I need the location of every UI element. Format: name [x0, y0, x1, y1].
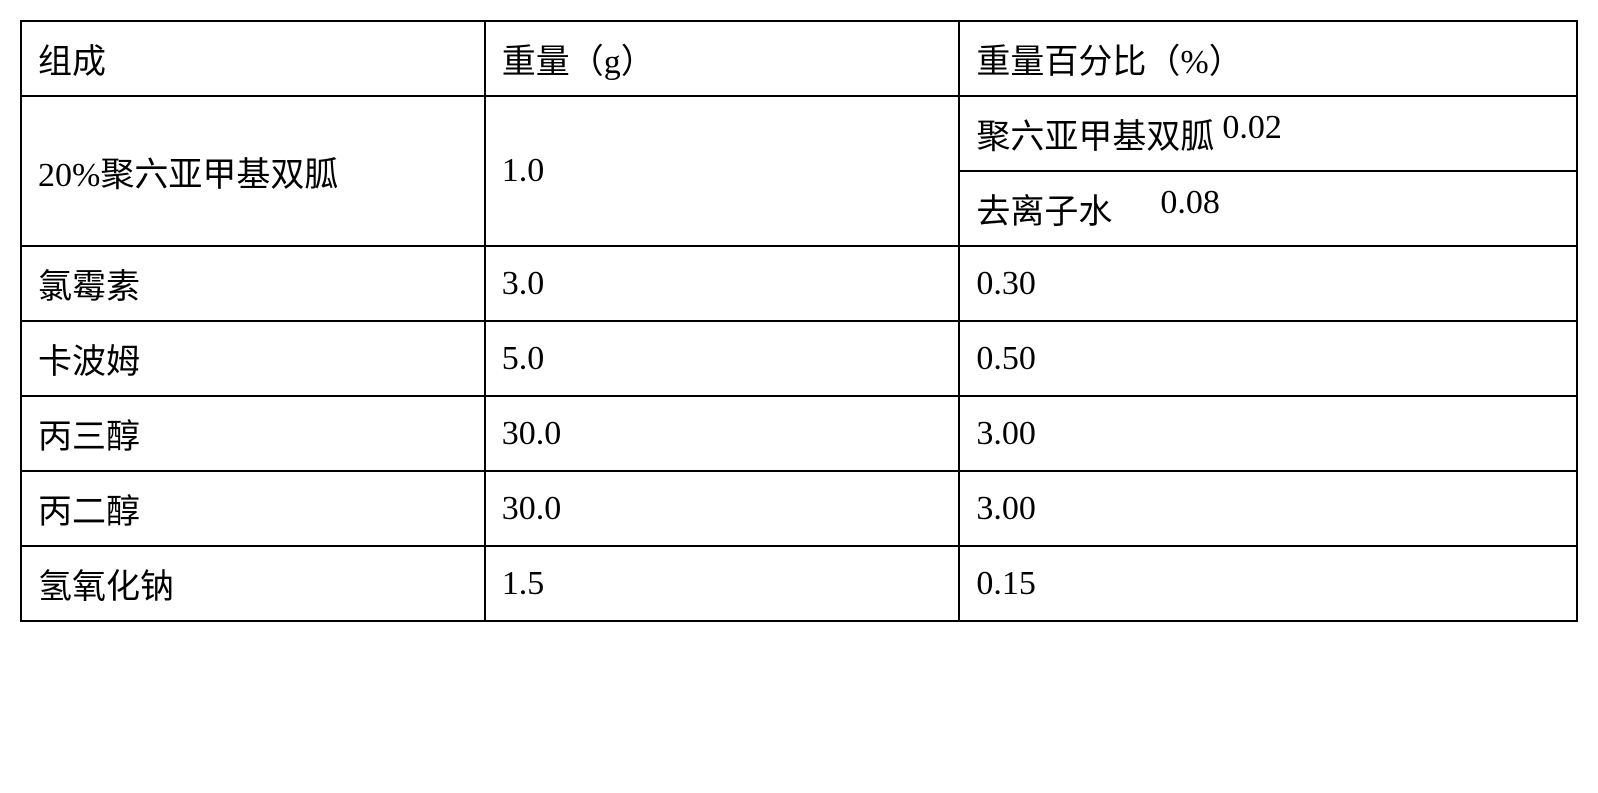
cell-weight: 30.0 [485, 396, 960, 471]
cell-weight: 1.5 [485, 546, 960, 621]
cell-phmb-weight: 1.0 [485, 96, 960, 246]
cell-composition: 氯霉素 [21, 246, 485, 321]
cell-composition: 丙三醇 [21, 396, 485, 471]
cell-composition: 氢氧化钠 [21, 546, 485, 621]
cell-percent: 3.00 [959, 396, 1577, 471]
phmb-bottom-value: 0.08 [1160, 184, 1220, 233]
cell-percent: 0.30 [959, 246, 1577, 321]
cell-weight: 3.0 [485, 246, 960, 321]
phmb-bottom-label: 去离子水 [976, 184, 1112, 233]
cell-composition: 丙二醇 [21, 471, 485, 546]
table-row-phmb: 20%聚六亚甲基双胍 1.0 聚六亚甲基双胍 0.02 [21, 96, 1577, 171]
table-row: 丙二醇 30.0 3.00 [21, 471, 1577, 546]
table-row: 卡波姆 5.0 0.50 [21, 321, 1577, 396]
phmb-top-value: 0.02 [1222, 109, 1282, 158]
table-header-row: 组成 重量（g） 重量百分比（%） [21, 21, 1577, 96]
cell-phmb-percent-bottom: 去离子水 0.08 [959, 171, 1577, 246]
composition-table: 组成 重量（g） 重量百分比（%） 20%聚六亚甲基双胍 1.0 聚六亚甲基双胍… [20, 20, 1578, 622]
cell-percent: 3.00 [959, 471, 1577, 546]
cell-percent: 0.15 [959, 546, 1577, 621]
cell-percent: 0.50 [959, 321, 1577, 396]
cell-phmb-composition: 20%聚六亚甲基双胍 [21, 96, 485, 246]
table-row: 氢氧化钠 1.5 0.15 [21, 546, 1577, 621]
table-row: 丙三醇 30.0 3.00 [21, 396, 1577, 471]
cell-weight: 5.0 [485, 321, 960, 396]
cell-composition: 卡波姆 [21, 321, 485, 396]
header-weight-g: 重量（g） [485, 21, 960, 96]
cell-phmb-percent-top: 聚六亚甲基双胍 0.02 [959, 96, 1577, 171]
header-composition: 组成 [21, 21, 485, 96]
phmb-top-label: 聚六亚甲基双胍 [976, 109, 1214, 158]
header-weight-percent: 重量百分比（%） [959, 21, 1577, 96]
cell-weight: 30.0 [485, 471, 960, 546]
table-row: 氯霉素 3.0 0.30 [21, 246, 1577, 321]
